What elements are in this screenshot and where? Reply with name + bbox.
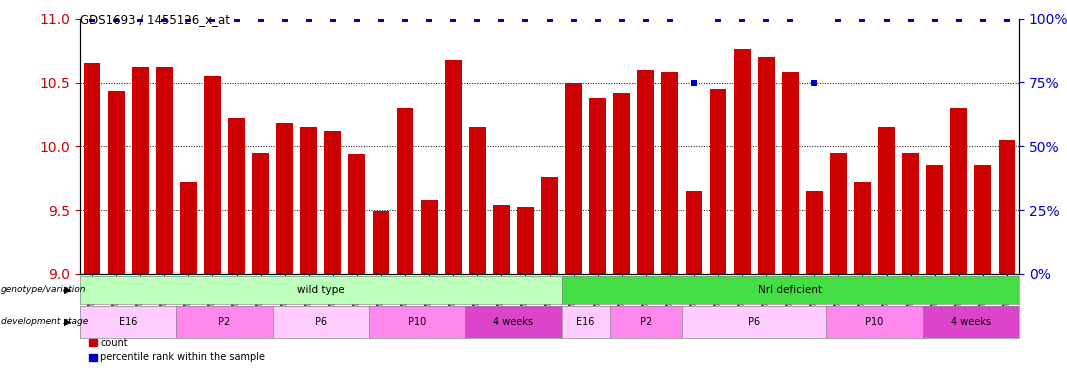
- Bar: [252, 153, 269, 274]
- Text: E16: E16: [576, 316, 594, 327]
- Bar: [541, 177, 558, 274]
- Bar: [349, 154, 365, 274]
- Text: P10: P10: [408, 316, 426, 327]
- Text: P2: P2: [640, 316, 652, 327]
- Text: development stage: development stage: [1, 317, 89, 326]
- Bar: [566, 82, 582, 274]
- Bar: [228, 118, 245, 274]
- Bar: [493, 205, 510, 274]
- Bar: [324, 131, 341, 274]
- Bar: [517, 207, 534, 274]
- Bar: [758, 57, 775, 274]
- Bar: [397, 108, 414, 274]
- Text: Nrl deficient: Nrl deficient: [759, 285, 823, 295]
- Text: ▶: ▶: [64, 316, 71, 327]
- Bar: [468, 127, 485, 274]
- Text: genotype/variation: genotype/variation: [1, 285, 86, 294]
- Bar: [734, 50, 750, 274]
- Text: P6: P6: [315, 316, 327, 327]
- Text: P10: P10: [865, 316, 883, 327]
- Bar: [300, 127, 317, 274]
- Bar: [83, 63, 100, 274]
- Text: E16: E16: [120, 316, 138, 327]
- Bar: [662, 72, 679, 274]
- Bar: [782, 72, 799, 274]
- Text: wild type: wild type: [297, 285, 345, 295]
- Text: 4 weeks: 4 weeks: [951, 316, 991, 327]
- Bar: [878, 127, 895, 274]
- Text: 4 weeks: 4 weeks: [493, 316, 534, 327]
- Bar: [926, 165, 943, 274]
- Bar: [108, 92, 125, 274]
- Bar: [372, 211, 389, 274]
- Bar: [180, 182, 196, 274]
- Bar: [420, 200, 437, 274]
- Bar: [132, 67, 148, 274]
- Bar: [710, 89, 727, 274]
- Bar: [951, 108, 967, 274]
- Bar: [685, 191, 702, 274]
- Bar: [974, 165, 991, 274]
- Text: P6: P6: [748, 316, 760, 327]
- Text: ▶: ▶: [64, 285, 71, 295]
- Bar: [806, 191, 823, 274]
- Bar: [830, 153, 847, 274]
- Bar: [445, 60, 462, 274]
- Bar: [589, 98, 606, 274]
- Bar: [637, 70, 654, 274]
- Bar: [156, 67, 173, 274]
- Bar: [276, 123, 293, 274]
- Text: GDS1693 / 1455126_x_at: GDS1693 / 1455126_x_at: [80, 13, 230, 26]
- Bar: [204, 76, 221, 274]
- Bar: [614, 93, 631, 274]
- Text: P2: P2: [219, 316, 230, 327]
- Bar: [854, 182, 871, 274]
- Bar: [999, 140, 1016, 274]
- Legend: count, percentile rank within the sample: count, percentile rank within the sample: [85, 334, 269, 366]
- Bar: [903, 153, 919, 274]
